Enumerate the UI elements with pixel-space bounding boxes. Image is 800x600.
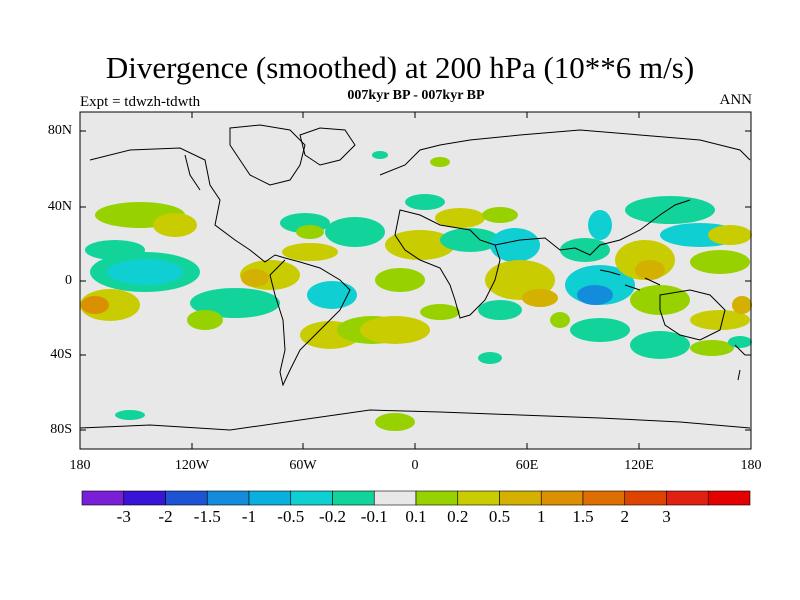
colorbar-label: -1	[241, 507, 257, 526]
colorbar-swatch	[415, 490, 459, 506]
colorbar-swatch	[582, 490, 626, 506]
colorbar-swatch	[123, 490, 166, 506]
colorbar-swatch	[165, 490, 208, 506]
colorbar-label: -3	[116, 507, 131, 526]
axis-ticks	[80, 112, 751, 449]
colorbar-swatch	[499, 490, 542, 506]
season-label: ANN	[719, 92, 753, 108]
colorbar-swatch	[666, 490, 709, 506]
lon-label-180w: 180	[69, 458, 91, 473]
lat-label-40n: 40N	[47, 199, 72, 214]
colorbar-swatch	[206, 490, 250, 506]
lon-label-60e: 60E	[515, 458, 539, 473]
colorbar-swatch	[290, 490, 333, 506]
colorbar-label: -0.1	[360, 507, 388, 526]
lat-label-0: 0	[65, 273, 72, 288]
colorbar-label: -0.5	[277, 507, 305, 526]
colorbar-label: 0.1	[405, 507, 427, 526]
colorbar-label: 2	[620, 507, 630, 526]
lon-label-60w: 60W	[289, 458, 317, 473]
colorbar-swatch	[457, 490, 500, 506]
colorbar-label: -1.5	[193, 507, 221, 526]
colorbar-swatch	[81, 490, 125, 506]
lon-label-180e: 180	[740, 458, 762, 473]
lon-label-120w: 120W	[174, 458, 210, 473]
colorbar-swatch	[248, 490, 292, 506]
colorbar-swatch	[332, 490, 375, 506]
lat-label-40s: 40S	[50, 347, 72, 362]
plot-title: Divergence (smoothed) at 200 hPa (10**6 …	[105, 50, 695, 85]
colorbar-label: 1	[537, 507, 546, 526]
lon-label-120e: 120E	[624, 458, 654, 473]
colorbar-label: -0.2	[319, 507, 346, 526]
experiment-label: Expt = tdwzh-tdwth	[80, 94, 201, 110]
colorbar-swatch	[707, 490, 751, 506]
lat-label-80n: 80N	[47, 123, 72, 138]
colorbar-swatch	[540, 490, 584, 506]
colorbar	[81, 490, 751, 506]
colorbar-label: -2	[158, 507, 173, 526]
lon-label-0: 0	[411, 458, 419, 473]
colorbar-label: 3	[662, 507, 671, 526]
colorbar-label: 1.5	[572, 507, 594, 526]
plot-subtitle: 007kyr BP - 007kyr BP	[347, 88, 485, 103]
divergence-field	[80, 151, 752, 431]
colorbar-label: 0.5	[488, 507, 511, 526]
colorbar-label: 0.2	[447, 507, 469, 526]
colorbar-swatch	[624, 490, 667, 506]
coastlines	[79, 124, 751, 431]
colorbar-swatch	[373, 490, 417, 506]
lat-label-80s: 80S	[50, 422, 72, 437]
